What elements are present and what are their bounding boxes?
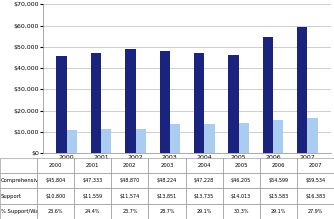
Bar [170, 124, 180, 153]
Bar [101, 129, 112, 153]
Bar [160, 51, 170, 153]
Bar [204, 124, 214, 153]
Bar [297, 27, 307, 153]
Bar [136, 129, 146, 153]
Bar [67, 130, 77, 153]
Bar [56, 56, 67, 153]
Bar [238, 124, 249, 153]
Bar [194, 53, 204, 153]
Bar [228, 55, 238, 153]
Bar [307, 118, 318, 153]
Bar [263, 37, 273, 153]
Bar [125, 49, 136, 153]
Bar [91, 53, 101, 153]
Bar [273, 120, 283, 153]
